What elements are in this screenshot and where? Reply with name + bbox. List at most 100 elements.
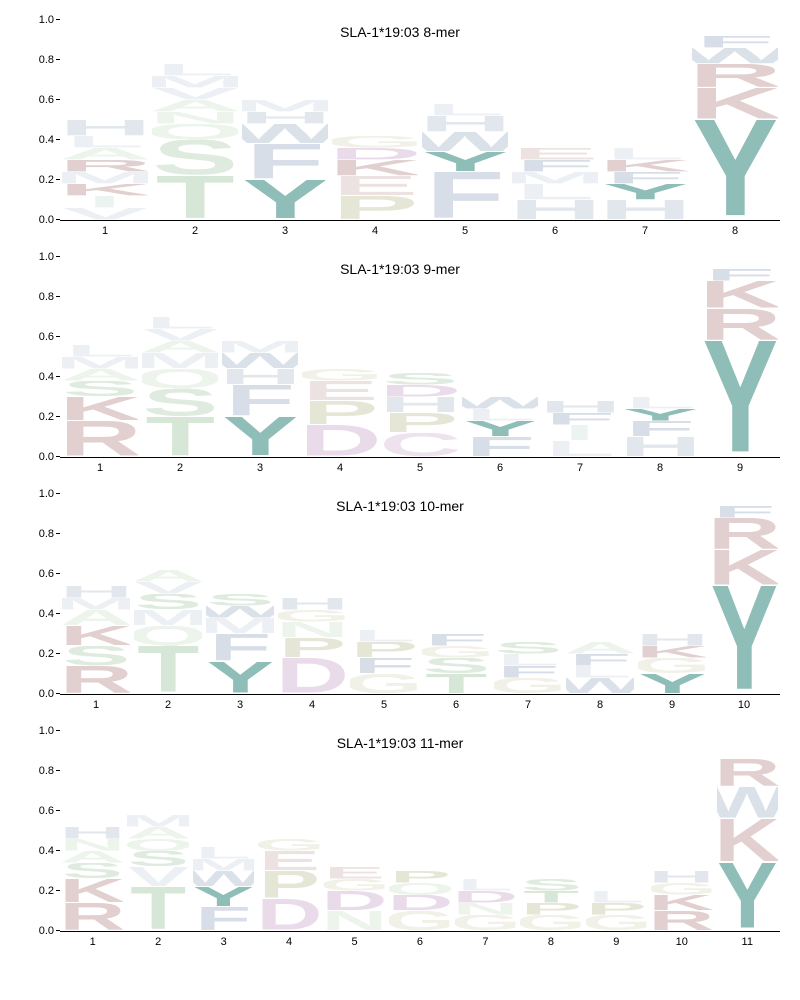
- logo-letter: S: [62, 381, 138, 397]
- logo-panel: SLA-1*19:03 11-mer0.00.20.40.60.81.0RKSA…: [20, 731, 780, 948]
- panel-title: SLA-1*19:03 9-mer: [340, 261, 460, 277]
- logo-letter: Y: [638, 674, 706, 694]
- logo-letter: E: [324, 867, 385, 879]
- logo-letter: F: [422, 634, 490, 646]
- x-tick-label: 8: [690, 225, 780, 237]
- y-tick-label: 1.0: [39, 14, 54, 26]
- panel-title: SLA-1*19:03 8-mer: [340, 24, 460, 40]
- y-tick-label: 0.6: [39, 94, 54, 106]
- logo-letter: Q: [142, 369, 218, 389]
- logo-letter: R: [62, 160, 148, 172]
- logo-letter: L: [62, 345, 138, 357]
- logo-letter: W: [242, 124, 328, 144]
- plot-area: 0.00.20.40.60.81.0RKSAMLTSQMAVLYFHWMDPEG…: [60, 257, 780, 458]
- logo-letter: V: [127, 867, 188, 887]
- logo-columns: RKSANHTVSQAMFYWMLDPEGNDGEGDQPGNDLGPTSGPL…: [60, 731, 780, 931]
- y-tick-label: 0.0: [39, 688, 54, 700]
- logo-panel: SLA-1*19:03 9-mer0.00.20.40.60.81.0RKSAM…: [20, 257, 780, 474]
- logo-letter: Y: [710, 586, 778, 694]
- logo-letter: E: [512, 148, 598, 160]
- y-tick-label: 0.2: [39, 648, 54, 660]
- y-tick-label: 1.0: [39, 488, 54, 500]
- logo-letter: K: [638, 646, 706, 658]
- logo-letter: N: [324, 911, 385, 931]
- logo-column: TQMSVA: [132, 494, 204, 694]
- logo-column: RSKAMH: [60, 494, 132, 694]
- logo-letter: H: [651, 871, 712, 883]
- logo-column: TVSQAM: [125, 731, 190, 931]
- logo-letter: L: [602, 148, 688, 160]
- logo-column: PEKDG: [330, 20, 420, 220]
- logo-column: GPL: [584, 731, 649, 931]
- logo-letter: L: [542, 441, 618, 457]
- logo-column: RKSANH: [60, 731, 125, 931]
- logo-letter: G: [422, 646, 490, 658]
- logo-letter: M: [242, 100, 328, 112]
- logo-letter: T: [520, 891, 581, 903]
- y-tick-label: 0.4: [39, 845, 54, 857]
- logo-letter: F: [512, 160, 598, 172]
- x-tick-label: 3: [240, 225, 330, 237]
- logo-letter: G: [638, 658, 706, 674]
- logo-letter: H: [622, 437, 698, 457]
- logo-letter: A: [62, 369, 138, 381]
- y-tick-label: 1.0: [39, 251, 54, 263]
- x-axis: 12345678: [60, 221, 780, 237]
- logo-letter: P: [302, 401, 378, 425]
- logo-letter: M: [222, 341, 298, 353]
- x-tick-label: 6: [460, 462, 540, 474]
- logo-letter: S: [134, 594, 202, 610]
- x-tick-label: 5: [380, 462, 460, 474]
- logo-letter: W: [222, 353, 298, 369]
- logo-letter: M: [152, 76, 238, 88]
- y-tick-label: 0.8: [39, 528, 54, 540]
- logo-letter: W: [692, 48, 778, 64]
- y-axis: 0.00.20.40.60.81.0: [20, 494, 58, 694]
- logo-letter: F: [350, 658, 418, 674]
- logo-column: NDGE: [322, 731, 387, 931]
- logo-letter: F: [222, 385, 298, 417]
- logo-letter: D: [278, 658, 346, 694]
- logo-letter: A: [566, 642, 634, 654]
- logo-letter: P: [332, 196, 418, 220]
- x-axis: 1234567891011: [60, 932, 780, 948]
- logo-letter: K: [62, 397, 138, 421]
- logo-letter: K: [62, 879, 123, 903]
- logo-column: HYFKL: [600, 20, 690, 220]
- panel-title: SLA-1*19:03 10-mer: [336, 498, 464, 514]
- logo-letter: D: [455, 891, 516, 903]
- x-tick-label: 3: [204, 699, 276, 711]
- logo-column: TSQMAVL: [140, 257, 220, 457]
- x-tick-label: 10: [708, 699, 780, 711]
- logo-letter: S: [382, 373, 458, 385]
- logo-letter: L: [193, 847, 254, 859]
- y-tick-label: 0.2: [39, 885, 54, 897]
- logo-letter: Y: [242, 180, 328, 220]
- logo-column: TSGF: [420, 494, 492, 694]
- logo-letter: G: [520, 915, 581, 931]
- logo-column: GNDL: [453, 731, 518, 931]
- logo-letter: H: [602, 200, 688, 220]
- logo-letter: F: [422, 172, 508, 220]
- logo-letter: Y: [602, 184, 688, 200]
- logo-letter: T: [422, 674, 490, 694]
- y-tick-label: 0.4: [39, 371, 54, 383]
- x-tick-label: 6: [510, 225, 600, 237]
- logo-letter: L: [62, 136, 148, 148]
- x-tick-label: 2: [150, 225, 240, 237]
- logo-letter: N: [62, 839, 123, 851]
- x-tick-label: 1: [60, 462, 140, 474]
- y-tick-label: 0.0: [39, 451, 54, 463]
- logo-letter: S: [422, 658, 490, 674]
- logo-letter: K: [717, 819, 778, 863]
- logo-letter: L: [422, 104, 508, 116]
- x-axis: 123456789: [60, 458, 780, 474]
- logo-letter: T: [134, 646, 202, 694]
- x-tick-label: 7: [453, 936, 518, 948]
- logo-letter: H: [62, 586, 130, 598]
- logo-letter: G: [389, 911, 450, 931]
- logo-letter: F: [692, 36, 778, 48]
- logo-letter: W: [566, 678, 634, 694]
- y-tick-label: 0.8: [39, 765, 54, 777]
- logo-letter: H: [222, 369, 298, 385]
